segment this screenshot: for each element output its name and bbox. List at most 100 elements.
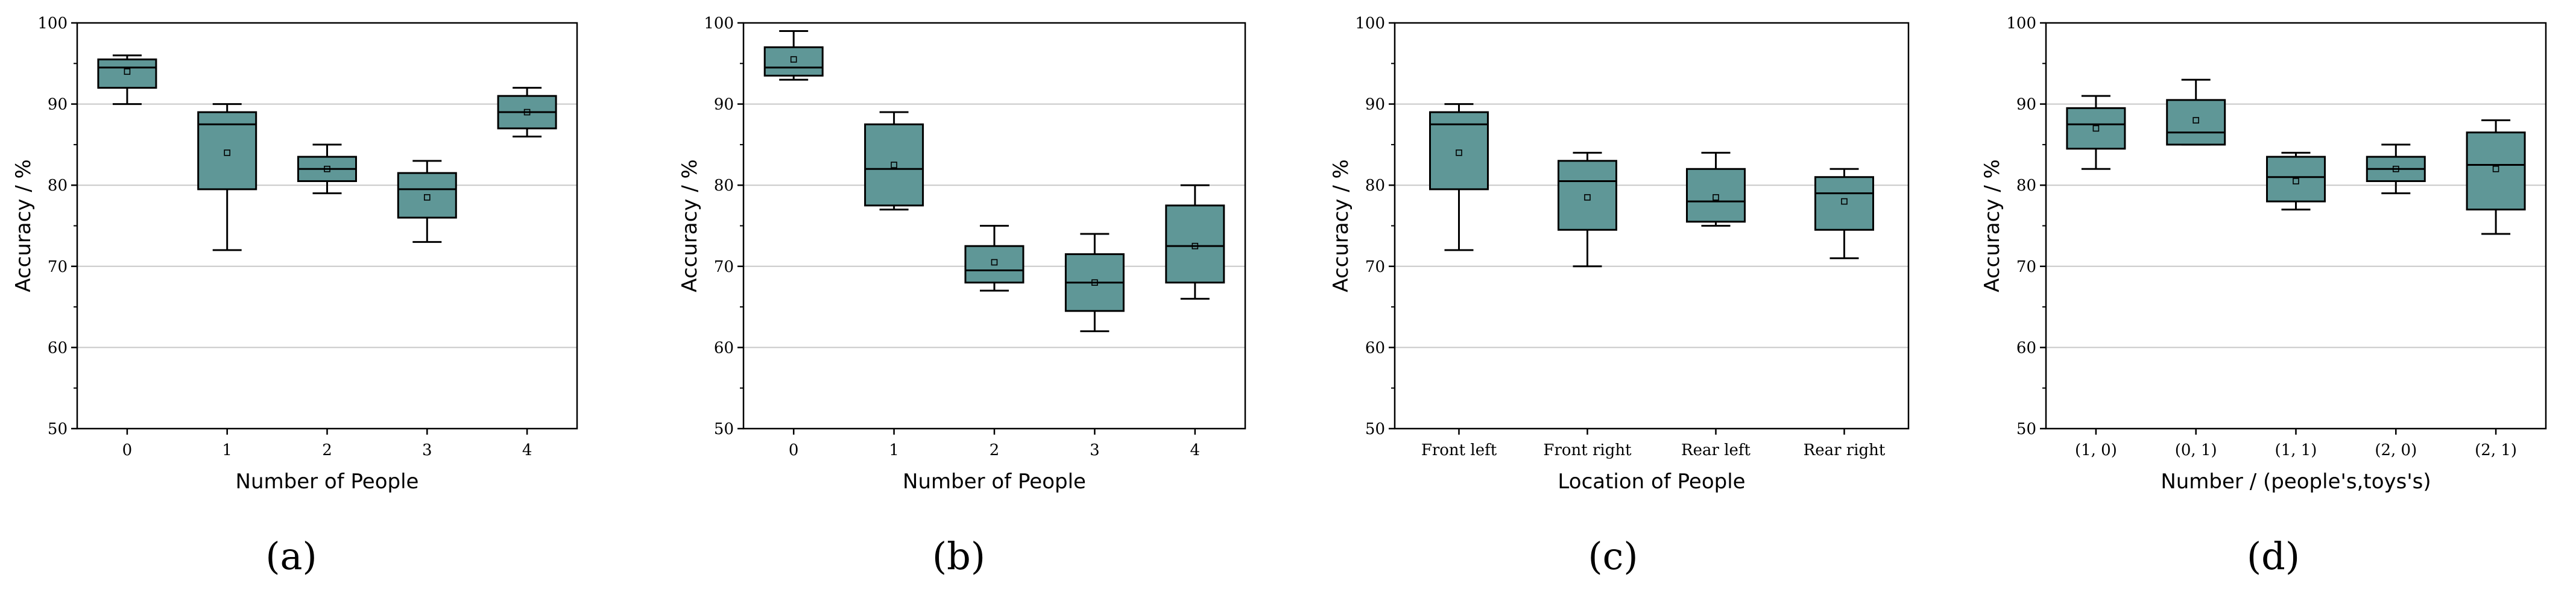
x-tick-label: (2, 0) (2375, 441, 2417, 459)
iqr-box (1814, 176, 1874, 231)
y-tick-label: 70 (1365, 258, 1385, 276)
box-1 (2066, 95, 2126, 170)
mean-marker (224, 150, 231, 156)
y-tick-label: 70 (48, 258, 68, 276)
x-axis-title: Number of People (236, 470, 419, 494)
mean-marker (1713, 194, 1719, 201)
x-tick-label: 2 (990, 441, 1000, 459)
iqr-box (964, 245, 1024, 284)
y-axis-title: Accuracy / % (1980, 159, 2004, 292)
box-3 (297, 143, 357, 195)
box-3 (2266, 151, 2326, 211)
box-3 (964, 225, 1024, 292)
x-tick-label: 0 (789, 441, 799, 459)
x-tick-label: Front right (1543, 441, 1632, 459)
box-5 (2466, 119, 2526, 235)
iqr-box (2166, 99, 2226, 146)
box-1 (97, 54, 157, 105)
x-tick-label: 0 (122, 441, 133, 459)
mean-marker (1091, 279, 1098, 286)
iqr-box (864, 123, 924, 207)
y-tick-label: 50 (48, 420, 68, 438)
iqr-box (2266, 156, 2326, 203)
x-tick-label: Front left (1421, 441, 1497, 459)
box-4 (2366, 143, 2426, 195)
y-tick-label: 80 (48, 177, 68, 195)
y-tick-label: 90 (714, 96, 734, 114)
iqr-box (397, 172, 457, 219)
box-4 (397, 160, 457, 243)
iqr-box (97, 58, 157, 89)
mean-marker (2192, 117, 2199, 124)
x-tick-label: 1 (889, 441, 899, 459)
y-tick-label: 90 (48, 96, 68, 114)
panel-label: (d) (2247, 534, 2300, 578)
y-tick-label: 60 (714, 339, 734, 357)
box-1 (763, 30, 824, 81)
y-tick-label: 90 (1365, 96, 1385, 114)
mean-marker (991, 259, 998, 266)
iqr-box (1165, 204, 1225, 284)
iqr-box (2466, 131, 2526, 211)
y-tick-label: 80 (1365, 177, 1385, 195)
panel-label: (b) (932, 534, 985, 578)
x-axis-title: Number of People (903, 470, 1086, 494)
iqr-box (2066, 107, 2126, 150)
mean-marker (1192, 242, 1199, 250)
mean-marker (1456, 150, 1462, 156)
chart-panel-2: 50 60 70 80 90 100 0 1 2 3 4 Number of People Accura… (678, 14, 1246, 578)
x-axis-title: Number / (people's,toys's) (2161, 470, 2431, 494)
mean-marker (891, 162, 897, 168)
x-tick-label: 3 (1090, 441, 1100, 459)
x-tick-label: 2 (322, 441, 332, 459)
x-tick-label: 4 (522, 441, 532, 459)
x-axis-title: Location of People (1558, 470, 1745, 494)
x-tick-label: Rear right (1804, 441, 1886, 459)
y-tick-label: 50 (1365, 420, 1385, 438)
y-tick-label: 60 (48, 339, 68, 357)
box-2 (2166, 78, 2226, 146)
mean-marker (324, 165, 330, 172)
y-tick-label: 100 (1355, 14, 1385, 33)
y-tick-label: 60 (1365, 339, 1385, 357)
x-tick-label: (1, 0) (2075, 441, 2117, 459)
iqr-box (1558, 160, 1617, 231)
box-5 (1165, 184, 1225, 300)
y-tick-label: 100 (704, 14, 734, 33)
box-4 (1814, 168, 1874, 259)
panel-label: (a) (265, 534, 317, 578)
mean-marker (124, 68, 131, 75)
y-tick-label: 70 (714, 258, 734, 276)
x-tick-label: 1 (222, 441, 232, 459)
mean-marker (523, 109, 531, 116)
mean-marker (1841, 198, 1848, 205)
y-tick-label: 90 (2016, 96, 2036, 114)
mean-marker (2092, 125, 2100, 132)
box-4 (1064, 233, 1125, 332)
mean-marker (423, 194, 431, 201)
y-tick-label: 100 (2006, 14, 2036, 33)
mean-marker (2492, 165, 2499, 172)
chart-panel-4: 50 60 70 80 90 100 (1, 0) (0, 1) (1, 1) (2, 0) (2,… (1980, 14, 2547, 578)
x-tick-label: 4 (1190, 441, 1201, 459)
mean-marker (2293, 178, 2299, 184)
chart-panel-1: 50 60 70 80 90 100 0 1 2 3 4 Number of People Accura… (11, 14, 578, 578)
box-2 (864, 111, 924, 211)
iqr-box (1686, 168, 1746, 223)
y-axis-title: Accuracy / % (678, 159, 702, 292)
box-2 (197, 103, 257, 251)
x-tick-label: 3 (422, 441, 432, 459)
box-3 (1686, 151, 1746, 227)
y-tick-label: 60 (2016, 339, 2036, 357)
y-tick-label: 80 (2016, 177, 2036, 195)
x-tick-label: Rear left (1681, 441, 1750, 459)
mean-marker (2393, 165, 2399, 172)
y-tick-label: 80 (714, 177, 734, 195)
mean-marker (1584, 194, 1591, 201)
x-tick-label: (2, 1) (2475, 441, 2517, 459)
iqr-box (763, 46, 824, 77)
box-2 (1558, 151, 1617, 268)
y-axis-title: Accuracy / % (11, 159, 36, 292)
